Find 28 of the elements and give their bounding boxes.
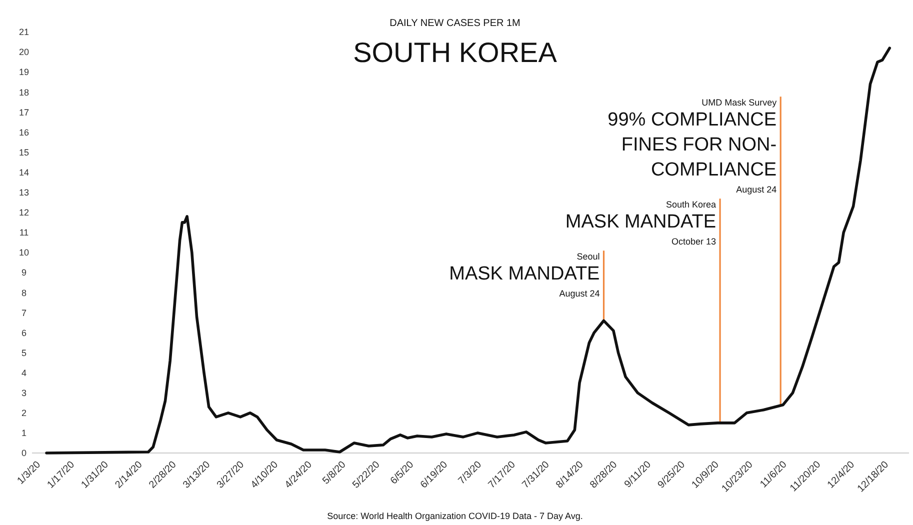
y-tick-label: 14 [18,167,30,178]
y-tick-label: 19 [18,67,30,78]
ref-line-label: South Korea MASK MANDATE October 13 [565,200,716,247]
y-tick-label: 11 [19,228,29,238]
chart-title: SOUTH KOREA [353,37,558,68]
y-tick-label: 17 [18,107,30,118]
ref-line-label: UMD Mask Survey 99% COMPLIANCE FINES FOR NON- COMPLIANCE August 24 [608,98,778,195]
y-tick-label: 16 [18,127,30,138]
ref-line-label: Seoul MASK MANDATE August 24 [449,252,600,299]
y-tick-label: 9 [21,268,27,278]
source-note: Source: World Health Organization COVID-19 Data - 7 Day Avg. [327,511,583,521]
y-tick-label: 4 [21,368,27,378]
y-tick-label: 20 [18,47,30,58]
y-tick-label: 13 [18,188,30,198]
y-tick-label: 18 [18,87,30,98]
y-tick-label: 7 [21,308,27,318]
y-tick-label: 12 [18,208,30,218]
y-tick-label: 1 [21,428,27,438]
y-tick-label: 15 [18,147,30,158]
y-tick-label: 2 [21,408,27,418]
y-tick-label: 21 [18,27,30,38]
y-tick-label: 6 [21,328,27,338]
y-tick-label: 5 [21,348,27,358]
y-tick-label: 3 [21,388,27,398]
y-tick-label: 0 [21,448,27,458]
chart-subtitle: DAILY NEW CASES PER 1M [390,18,520,29]
y-tick-label: 10 [18,248,30,258]
y-tick-label: 8 [21,288,27,298]
